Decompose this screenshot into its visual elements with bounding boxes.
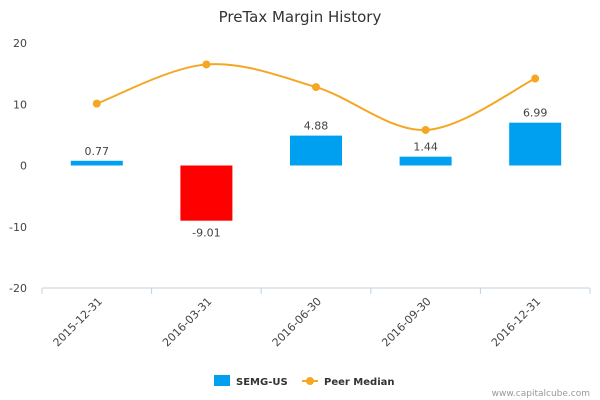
bar-data-label: 1.44 xyxy=(413,141,438,154)
x-tick-label: 2016-12-31 xyxy=(489,295,543,349)
bar-data-label: 0.77 xyxy=(85,145,110,158)
chart-title: PreTax Margin History xyxy=(219,8,382,26)
y-tick-label: 10 xyxy=(13,98,27,111)
peer-median-point xyxy=(92,99,101,108)
bar xyxy=(399,156,452,166)
legend-swatch-semg xyxy=(214,375,230,386)
y-tick-label: -10 xyxy=(9,221,27,234)
peer-median-point xyxy=(531,74,540,83)
bar-data-label: 4.88 xyxy=(304,120,329,133)
bar-data-label: -9.01 xyxy=(192,227,220,240)
legend-label-semg: SEMG-US xyxy=(236,377,288,388)
bar-data-label: 6.99 xyxy=(523,107,548,120)
x-tick-label: 2015-12-31 xyxy=(51,295,105,349)
y-tick-label: 0 xyxy=(20,160,27,173)
bar xyxy=(70,160,123,166)
peer-median-point xyxy=(202,60,211,69)
bar xyxy=(180,165,233,221)
x-tick-label: 2016-09-30 xyxy=(379,295,433,349)
peer-median-point xyxy=(421,125,430,134)
line-series xyxy=(92,60,540,134)
chart-legend: SEMG-US Peer Median xyxy=(214,375,395,388)
chart-axes: -20 -10 0 10 20 2015-12-31 2016-03-31 2016-06-3… xyxy=(9,37,591,349)
bar xyxy=(290,135,342,166)
legend-label-peer-median: Peer Median xyxy=(324,377,395,388)
peer-median-point xyxy=(312,83,320,92)
legend-swatch-peer-point xyxy=(306,377,314,385)
credit-text: www.capitalcube.com xyxy=(492,389,590,399)
bar xyxy=(509,122,562,166)
bar-series: 0.77 -9.01 4.88 1.44 6.99 xyxy=(70,107,562,240)
x-tick-label: 2016-03-31 xyxy=(160,295,214,349)
y-tick-label: -20 xyxy=(9,282,27,295)
x-tick-label: 2016-06-30 xyxy=(270,295,324,349)
y-tick-label: 20 xyxy=(13,37,27,50)
